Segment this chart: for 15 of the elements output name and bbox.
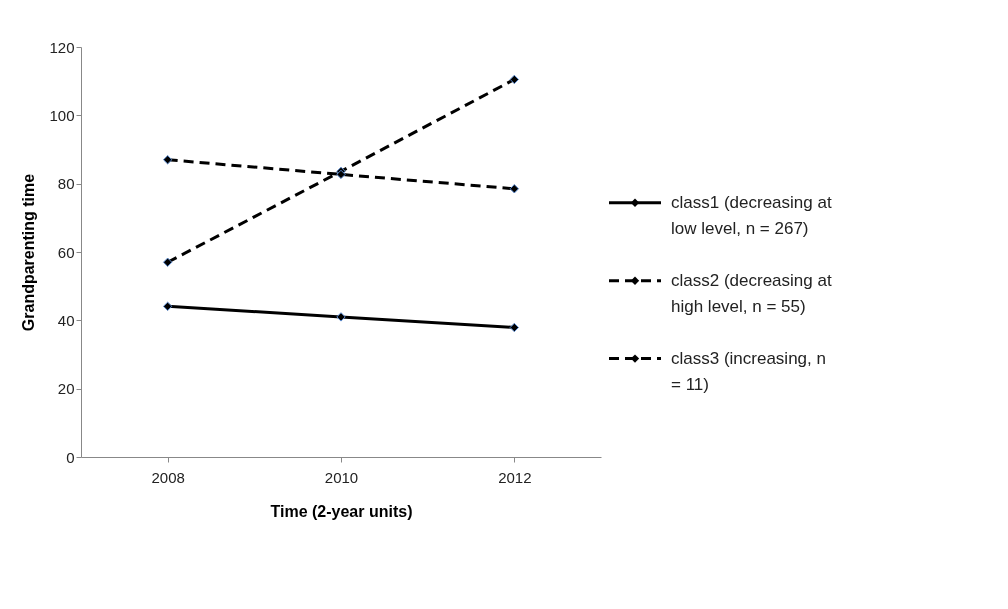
y-axis-title: Grandparenting time — [20, 173, 38, 332]
y-tick-label: 120 — [49, 38, 75, 56]
x-tick-label: 2008 — [151, 468, 185, 486]
legend-label: class3 (increasing, n = 11) — [671, 348, 826, 395]
legend-label: class1 (decreasing at low level, n = 267) — [671, 192, 832, 239]
y-tick-label: 0 — [66, 448, 75, 466]
y-tick-label: 80 — [57, 175, 75, 193]
x-axis-title: Time (2-year units) — [270, 502, 413, 520]
x-tick-label: 2010 — [324, 468, 359, 486]
y-tick-label: 40 — [57, 311, 75, 329]
y-tick-label: 60 — [57, 243, 75, 261]
x-tick-label: 2012 — [498, 468, 532, 486]
y-tick-label: 20 — [57, 380, 75, 398]
y-tick-label: 100 — [49, 106, 75, 124]
legend-label: class2 (decreasing at high level, n = 55) — [671, 270, 832, 317]
